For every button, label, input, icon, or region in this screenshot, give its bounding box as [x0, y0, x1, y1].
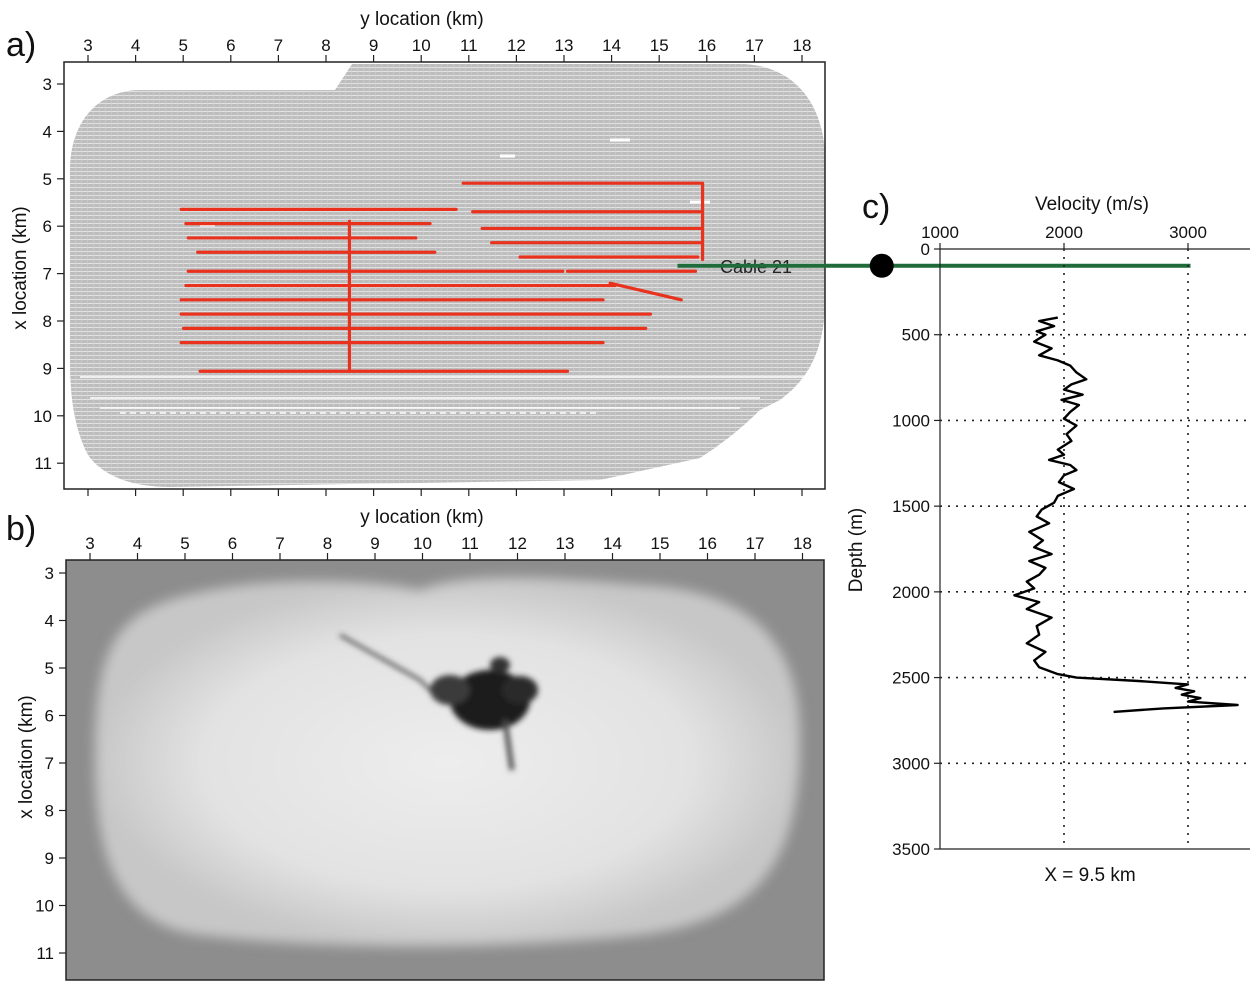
panel-c: c) Velocity (m/s) Depth (m) 1000 2000 3000… — [846, 188, 1250, 886]
y-tick-label: 9 — [43, 359, 52, 378]
panel-b-letter: b) — [6, 510, 36, 548]
y-tick-label: 3 — [43, 75, 52, 94]
x-tick-label: 10 — [413, 534, 432, 553]
panel-c-axes — [939, 248, 1250, 850]
x-tick-label: 1000 — [921, 223, 959, 242]
panel-a-ylabel: x location (km) — [10, 206, 31, 330]
panel-b-x-ticks: 3 4 5 6 7 8 9 10 11 12 13 14 15 16 17 18 — [85, 534, 812, 560]
x-tick-label: 16 — [698, 534, 717, 553]
x-tick-label: 6 — [226, 36, 235, 55]
panel-b-illuminated-area — [95, 577, 800, 947]
x-tick-label: 12 — [507, 36, 526, 55]
panel-a-letter: a) — [6, 26, 36, 64]
panel-b: b) y location (km) x location (km) 3 4 5 6 7… — [6, 253, 1191, 981]
x-tick-label: 15 — [650, 36, 669, 55]
x-tick-label: 4 — [131, 36, 140, 55]
y-tick-label: 5 — [45, 659, 54, 678]
y-tick-label: 1000 — [892, 411, 930, 430]
panel-a-x-ticks: 3 4 5 6 7 8 9 10 11 12 13 14 15 16 17 18 — [83, 36, 811, 496]
y-tick-label: 6 — [45, 707, 54, 726]
x-tick-label: 18 — [793, 36, 812, 55]
y-tick-label: 3000 — [892, 754, 930, 773]
y-tick-label: 6 — [43, 217, 52, 236]
y-tick-label: 4 — [43, 122, 52, 141]
y-tick-label: 3500 — [892, 840, 930, 859]
panel-b-anomaly — [339, 633, 538, 771]
x-tick-label: 8 — [323, 534, 332, 553]
panel-a: a) y location (km) x location (km) Cable… — [6, 9, 826, 496]
y-tick-label: 0 — [921, 240, 930, 259]
y-tick-label: 10 — [35, 897, 54, 916]
y-tick-label: 10 — [33, 407, 52, 426]
x-tick-label: 6 — [228, 534, 237, 553]
x-tick-label: 18 — [793, 534, 812, 553]
y-tick-label: 7 — [43, 265, 52, 284]
panel-c-xlabel: Velocity (m/s) — [1035, 194, 1149, 215]
panel-a-y-ticks: 3 4 5 6 7 8 9 10 11 — [33, 75, 64, 473]
panel-c-caption: X = 9.5 km — [1044, 865, 1135, 886]
x-tick-label: 8 — [321, 36, 330, 55]
y-tick-label: 3 — [45, 564, 54, 583]
panel-a-coverage-gaps — [80, 138, 820, 414]
y-tick-label: 5 — [43, 170, 52, 189]
y-tick-label: 4 — [45, 612, 54, 631]
y-tick-label: 500 — [902, 326, 930, 345]
x-tick-label: 15 — [651, 534, 670, 553]
x-tick-label: 3000 — [1169, 223, 1207, 242]
panel-b-ylabel: x location (km) — [16, 695, 37, 819]
x-tick-label: 14 — [602, 36, 621, 55]
panel-c-ylabel: Depth (m) — [846, 508, 867, 592]
x-tick-label: 5 — [180, 534, 189, 553]
x-tick-label: 7 — [275, 534, 284, 553]
x-tick-label: 10 — [412, 36, 431, 55]
y-tick-label: 11 — [36, 944, 54, 963]
panel-b-xlabel: y location (km) — [360, 507, 484, 528]
panel-c-letter: c) — [862, 188, 890, 226]
x-tick-label: 12 — [508, 534, 527, 553]
x-tick-label: 7 — [274, 36, 283, 55]
x-tick-label: 16 — [697, 36, 716, 55]
y-tick-label: 8 — [43, 312, 52, 331]
x-tick-label: 13 — [556, 534, 575, 553]
panel-a-frame — [63, 61, 826, 490]
x-tick-label: 11 — [460, 36, 478, 55]
panel-b-frame — [65, 559, 825, 981]
y-tick-label: 11 — [34, 454, 52, 473]
x-tick-label: 9 — [369, 36, 378, 55]
x-tick-label: 9 — [370, 534, 379, 553]
y-tick-label: 2000 — [892, 583, 930, 602]
x-tick-label: 4 — [133, 534, 142, 553]
panel-a-coverage-area — [70, 64, 825, 487]
panel-b-y-ticks: 3 4 5 6 7 8 9 10 11 — [35, 564, 66, 963]
panel-c-x-ticks: 1000 2000 3000 — [921, 223, 1207, 249]
x-tick-label: 3 — [85, 534, 94, 553]
y-tick-label: 9 — [45, 849, 54, 868]
x-tick-label: 17 — [746, 534, 765, 553]
y-tick-label: 1500 — [892, 497, 930, 516]
x-tick-label: 5 — [178, 36, 187, 55]
y-tick-label: 7 — [45, 754, 54, 773]
panel-a-xlabel: y location (km) — [360, 9, 484, 30]
velocity-profile-line — [1013, 316, 1239, 714]
x-tick-label: 17 — [745, 36, 764, 55]
x-tick-label: 2000 — [1045, 223, 1083, 242]
panel-c-y-ticks: 0 500 1000 1500 2000 2500 3000 3500 — [892, 240, 940, 859]
well-location-marker — [869, 253, 894, 278]
x-tick-label: 11 — [461, 534, 479, 553]
y-tick-label: 8 — [45, 802, 54, 821]
x-tick-label: 14 — [603, 534, 622, 553]
panel-c-grid — [940, 249, 1250, 849]
panel-a-cables — [179, 181, 705, 373]
y-tick-label: 2500 — [892, 669, 930, 688]
x-tick-label: 3 — [83, 36, 92, 55]
cable-21 — [608, 281, 683, 302]
x-tick-label: 13 — [555, 36, 574, 55]
